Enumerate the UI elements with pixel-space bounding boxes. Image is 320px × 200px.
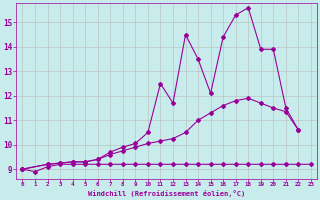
X-axis label: Windchill (Refroidissement éolien,°C): Windchill (Refroidissement éolien,°C) [88, 190, 245, 197]
